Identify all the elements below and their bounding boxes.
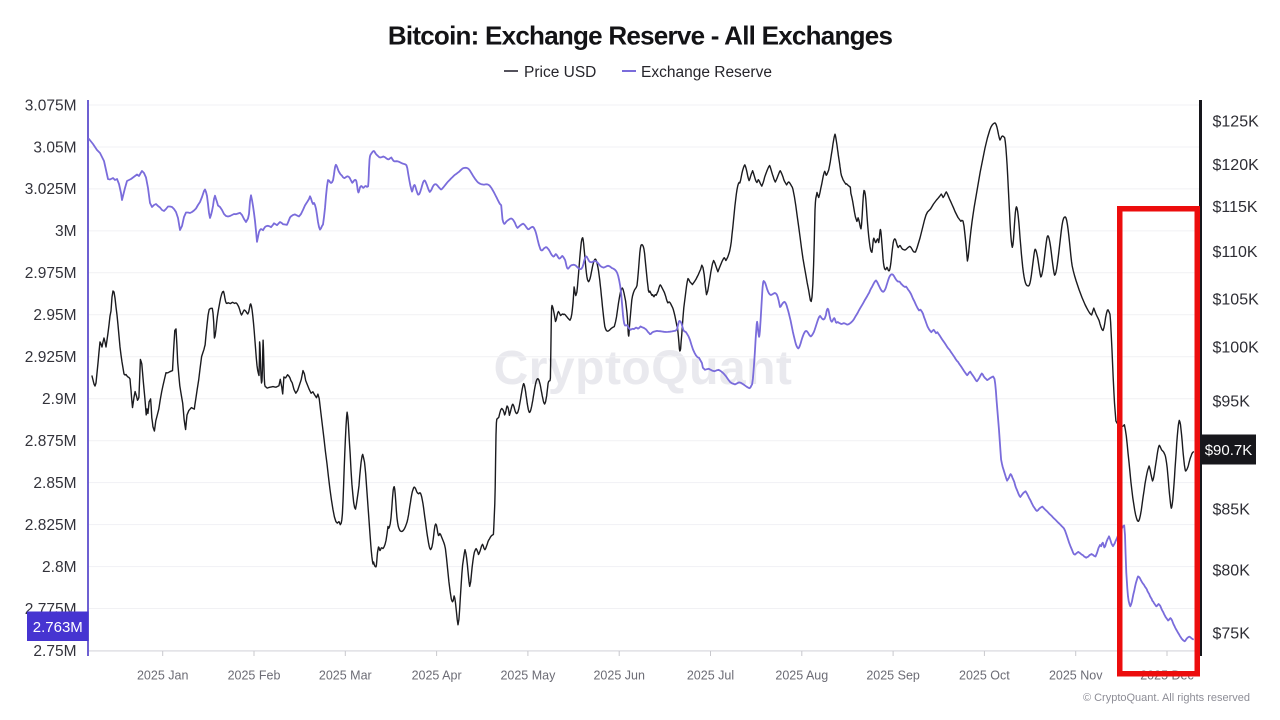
svg-text:$100K: $100K: [1213, 340, 1260, 357]
svg-text:Exchange Reserve: Exchange Reserve: [641, 64, 772, 81]
svg-text:2.825M: 2.825M: [25, 517, 77, 534]
svg-text:2025 May: 2025 May: [500, 669, 556, 683]
svg-text:2.9M: 2.9M: [42, 391, 76, 408]
svg-text:3.075M: 3.075M: [25, 97, 77, 114]
svg-text:2.763M: 2.763M: [33, 619, 83, 636]
svg-text:CryptoQuant: CryptoQuant: [494, 342, 793, 395]
svg-text:$80K: $80K: [1213, 563, 1251, 580]
svg-text:Bitcoin: Exchange Reserve - Al: Bitcoin: Exchange Reserve - All Exchange…: [388, 21, 893, 51]
svg-text:2025 Jan: 2025 Jan: [137, 669, 188, 683]
svg-text:$120K: $120K: [1213, 157, 1260, 174]
svg-text:2025 Apr: 2025 Apr: [412, 669, 462, 683]
svg-text:$125K: $125K: [1213, 114, 1260, 131]
svg-text:2.95M: 2.95M: [33, 307, 76, 324]
svg-text:2025 Feb: 2025 Feb: [228, 669, 281, 683]
svg-text:$90.7K: $90.7K: [1205, 442, 1253, 459]
svg-text:$110K: $110K: [1213, 244, 1258, 261]
svg-text:2025 Oct: 2025 Oct: [959, 669, 1010, 683]
svg-text:$95K: $95K: [1213, 394, 1251, 411]
svg-text:3M: 3M: [55, 223, 77, 240]
svg-text:2.975M: 2.975M: [25, 265, 77, 282]
svg-text:3.025M: 3.025M: [25, 181, 77, 198]
svg-text:2.75M: 2.75M: [33, 643, 76, 660]
svg-text:$105K: $105K: [1213, 292, 1260, 309]
svg-text:3.05M: 3.05M: [33, 139, 76, 156]
svg-text:2025 Mar: 2025 Mar: [319, 669, 372, 683]
svg-text:2025 Aug: 2025 Aug: [775, 669, 828, 683]
svg-text:$115K: $115K: [1213, 199, 1258, 216]
svg-text:2025 Nov: 2025 Nov: [1049, 669, 1103, 683]
svg-text:Price USD: Price USD: [524, 64, 596, 81]
svg-text:$85K: $85K: [1213, 502, 1251, 519]
svg-text:$75K: $75K: [1213, 626, 1251, 643]
svg-text:2025 Jun: 2025 Jun: [593, 669, 644, 683]
svg-text:2025 Sep: 2025 Sep: [866, 669, 920, 683]
svg-text:2.8M: 2.8M: [42, 559, 76, 576]
svg-text:2025 Jul: 2025 Jul: [687, 669, 734, 683]
svg-text:2.85M: 2.85M: [33, 475, 76, 492]
svg-text:2.925M: 2.925M: [25, 349, 77, 366]
svg-text:2.875M: 2.875M: [25, 433, 77, 450]
svg-text:© CryptoQuant. All rights rese: © CryptoQuant. All rights reserved: [1083, 692, 1250, 704]
